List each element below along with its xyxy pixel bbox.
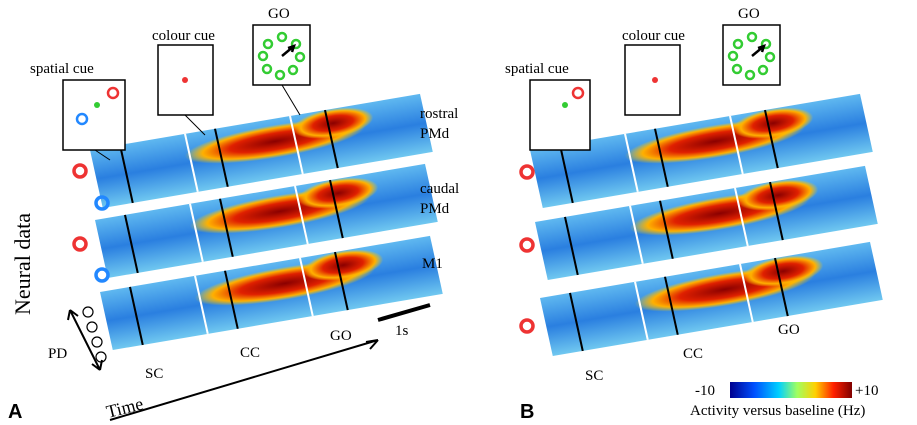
cue-label: spatial cue [505,61,569,77]
colorbar-ramp [730,382,852,398]
colorbar-max: +10 [855,383,878,399]
cue-label: GO [268,6,290,22]
event-label: CC [240,345,260,361]
cue-label: GO [738,6,760,22]
event-label: GO [330,328,352,344]
panel-label: B [520,401,534,423]
colorbar-min: -10 [695,383,715,399]
event-label: SC [585,368,603,384]
event-label: CC [683,346,703,362]
cue-label: colour cue [152,28,215,44]
event-label: SC [145,366,163,382]
panel-b: spatial cue colour cue GO SC CC GO B [505,6,883,423]
pd-label: PD [48,346,67,362]
y-axis-label: Neural data [10,213,35,315]
cue-label: spatial cue [30,61,94,77]
cue-box [63,80,125,150]
figure: spatial cue colour cue GO rostralPMd cau… [0,0,917,425]
time-label: Time [104,393,145,421]
scale-bar-label: 1s [395,323,409,339]
colorbar-title: Activity versus baseline (Hz) [690,403,865,419]
cue-label: colour cue [622,28,685,44]
event-label: GO [778,322,800,338]
panel-label: A [8,401,22,423]
colorbar: -10 +10 Activity versus baseline (Hz) [690,382,878,419]
area-label: M1 [422,256,443,272]
